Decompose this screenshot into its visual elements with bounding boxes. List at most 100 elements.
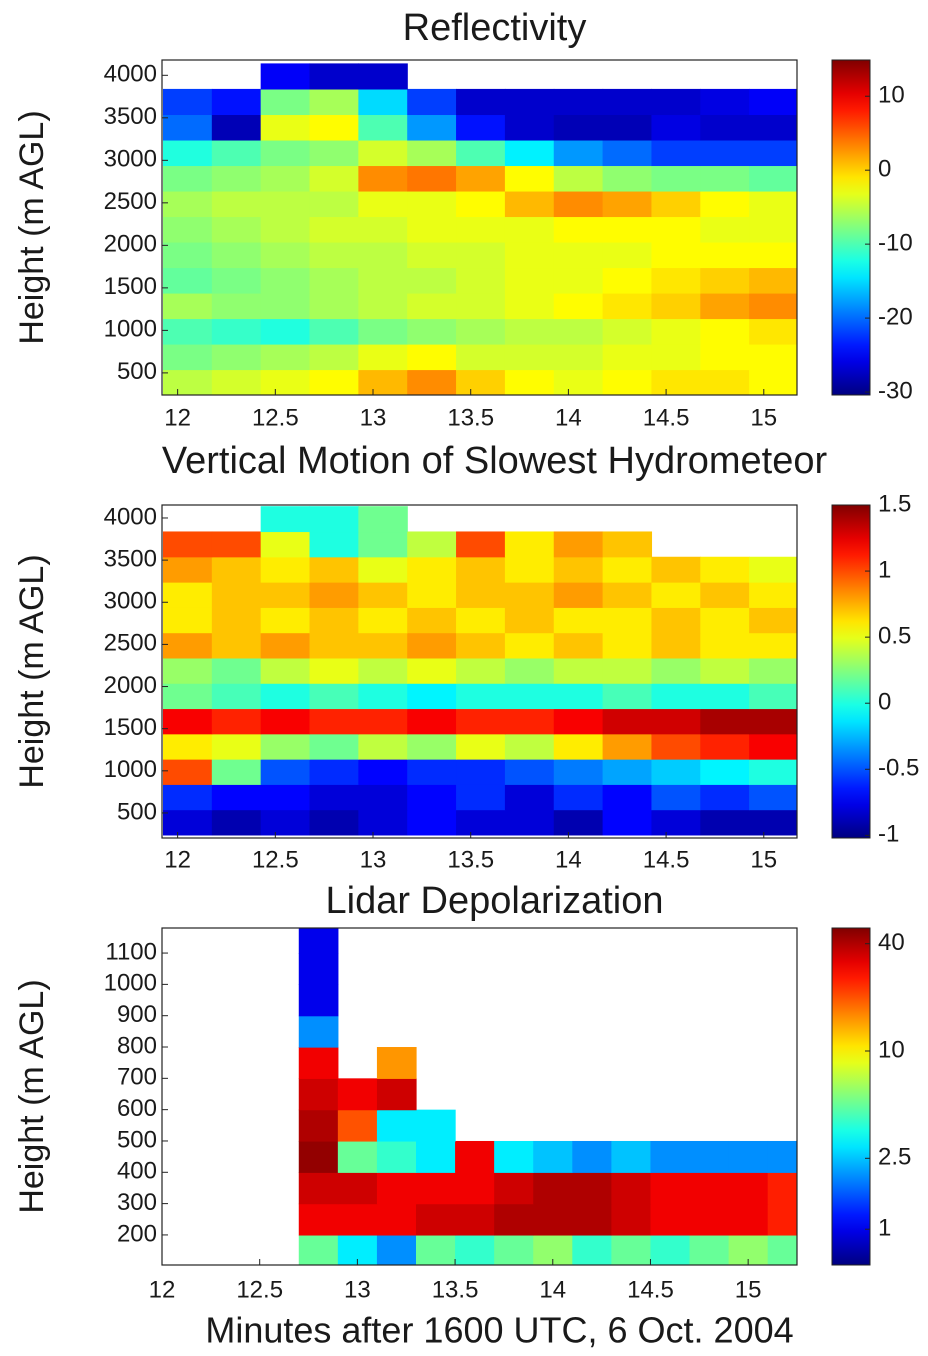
colorbar-tick-label: 0: [878, 689, 891, 716]
y-tick-label: 1000: [104, 756, 157, 783]
y-tick-label: 2500: [104, 630, 157, 657]
heat-cell: [504, 88, 555, 116]
heat-cell: [211, 759, 262, 785]
heat-cell: [211, 556, 262, 583]
x-tick-label: 14.5: [643, 404, 690, 431]
heat-cell: [309, 63, 359, 90]
heat-cell: [211, 190, 262, 218]
heat-cell: [260, 506, 311, 533]
heat-cell: [602, 267, 653, 294]
heat-cell: [553, 809, 604, 836]
x-tick-label: 15: [750, 846, 777, 873]
heat-cell: [162, 165, 213, 192]
heat-cell: [309, 809, 359, 836]
y-tick-label: 800: [117, 1032, 157, 1059]
heat-cell: [651, 190, 701, 218]
y-tick-label: 1100: [105, 938, 157, 965]
heat-cell: [504, 216, 555, 243]
heat-cell: [749, 241, 797, 269]
heat-cell: [689, 1140, 730, 1173]
heat-cell: [504, 683, 555, 710]
heat-cell: [504, 784, 555, 811]
heat-cell: [602, 784, 653, 811]
heat-cell: [651, 165, 701, 192]
colorbar-tick-label: -30: [878, 377, 913, 404]
heat-cell: [358, 582, 408, 608]
x-tick-label: 14.5: [643, 846, 690, 873]
heat-cell: [358, 531, 408, 558]
heat-cell: [260, 216, 311, 243]
heat-cell: [407, 531, 457, 558]
heat-cell: [700, 733, 750, 760]
heat-cell: [700, 318, 750, 345]
heat-cell: [651, 759, 701, 785]
heat-cell: [309, 556, 359, 583]
heat-cell: [211, 343, 262, 371]
heat-cell: [309, 318, 359, 345]
heat-cell: [309, 216, 359, 243]
heat-cell: [504, 292, 555, 320]
heat-cell: [504, 759, 555, 785]
heat-cell: [504, 809, 555, 836]
heat-cell: [407, 369, 457, 395]
heat-cell: [260, 114, 311, 141]
heat-cell: [651, 318, 701, 345]
y-tick-label: 500: [117, 798, 157, 825]
heat-cell: [650, 1140, 691, 1173]
heat-cell: [749, 607, 797, 634]
heat-cell: [309, 190, 359, 218]
y-tick-label: 700: [117, 1064, 157, 1091]
heat-cell: [407, 657, 457, 684]
heat-cell: [504, 531, 555, 558]
heat-cell: [298, 1078, 339, 1111]
colorbar-tick-label: 2.5: [878, 1144, 911, 1171]
heat-cell: [767, 1203, 797, 1236]
x-tick-label: 12: [164, 404, 191, 431]
heat-cell: [309, 683, 359, 710]
heat-cell: [504, 165, 555, 192]
heat-cell: [749, 809, 797, 836]
heat-cell: [553, 343, 604, 371]
heat-cell: [456, 216, 506, 243]
heat-cell: [162, 733, 213, 760]
heat-cell: [749, 632, 797, 659]
heat-cell: [689, 1172, 730, 1205]
heat-cell: [211, 582, 262, 608]
colorbar-tick-label: -20: [878, 303, 913, 330]
heat-cell: [407, 708, 457, 735]
heat-cell: [651, 632, 701, 659]
heat-cell: [211, 607, 262, 634]
heat-cell: [358, 369, 408, 395]
heat-cell: [162, 759, 213, 785]
heat-cell: [749, 318, 797, 345]
heat-cell: [416, 1234, 456, 1265]
heat-cell: [602, 607, 653, 634]
plot-frame: [161, 927, 798, 1266]
heatmap-cells: [162, 63, 797, 395]
heat-cell: [651, 343, 701, 371]
heat-cell: [162, 88, 213, 116]
heat-cell: [407, 632, 457, 659]
heat-cell: [211, 88, 262, 116]
heat-cell: [455, 1203, 495, 1236]
heat-cell: [749, 114, 797, 141]
heat-cell: [376, 1234, 417, 1265]
heat-cell: [572, 1234, 612, 1265]
heat-cell: [728, 1203, 769, 1236]
colorbar-tick-label: 40: [878, 929, 905, 956]
heat-cell: [407, 784, 457, 811]
heat-cell: [358, 632, 408, 659]
heat-cell: [407, 267, 457, 294]
heat-cell: [749, 683, 797, 710]
panel-title: Vertical Motion of Slowest Hydrometeor: [162, 440, 828, 482]
heat-cell: [407, 88, 457, 116]
heat-cell: [602, 733, 653, 760]
y-axis-label: Height (m AGL): [13, 110, 51, 344]
heat-cell: [700, 165, 750, 192]
heat-cell: [298, 984, 339, 1017]
heat-cell: [700, 759, 750, 785]
heat-cell: [749, 190, 797, 218]
heat-cell: [749, 708, 797, 735]
heat-cell: [162, 114, 213, 141]
heat-cell: [260, 556, 311, 583]
